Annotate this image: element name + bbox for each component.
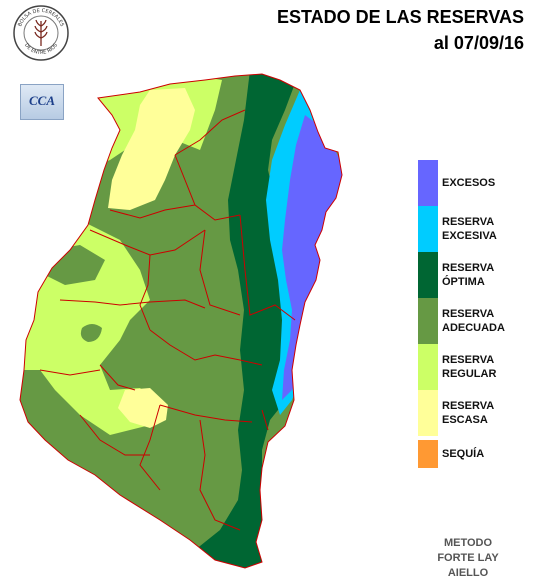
legend-label-reserva-excesiva: RESERVA EXCESIVA <box>442 215 497 243</box>
legend-swatch-reserva-adecuada <box>418 298 438 344</box>
legend-swatch-excesos <box>418 160 438 206</box>
legend-label-line: SEQUÍA <box>442 448 485 460</box>
zone-escasa <box>108 88 195 428</box>
legend-item-reserva-optima: RESERVA ÓPTIMA <box>418 252 528 298</box>
legend-item-reserva-regular: RESERVA REGULAR <box>418 344 528 390</box>
method-credit: METODO FORTE LAY AIELLO <box>420 536 516 581</box>
legend-label-line: RESERVA <box>442 216 495 228</box>
legend-label-line: EXCESOS <box>442 177 496 189</box>
map-title: ESTADO DE LAS RESERVAS al 07/09/16 <box>277 4 524 56</box>
title-date: al 07/09/16 <box>433 33 524 53</box>
entre-rios-reserves-map <box>19 73 343 569</box>
method-line-3: AIELLO <box>447 567 489 579</box>
legend-swatch-sequia <box>418 440 438 468</box>
department-boundaries <box>19 73 343 569</box>
cca-badge: CCA <box>20 84 64 120</box>
legend-label-reserva-regular: RESERVA REGULAR <box>442 353 496 381</box>
legend-item-reserva-escasa: RESERVA ESCASA <box>418 390 528 436</box>
title-line-1: ESTADO DE LAS RESERVAS <box>276 7 524 27</box>
wheat-icon <box>34 19 48 46</box>
legend-label-line: RESERVA <box>442 262 495 274</box>
legend-label-reserva-optima: RESERVA ÓPTIMA <box>442 261 494 289</box>
method-line-2: FORTE LAY <box>437 552 499 564</box>
legend-swatch-reserva-excesiva <box>418 206 438 252</box>
legend-label-excesos: EXCESOS <box>442 176 495 190</box>
legend-label-line: ESCASA <box>442 414 488 426</box>
legend-label-reserva-escasa: RESERVA ESCASA <box>442 399 494 427</box>
legend-label-reserva-adecuada: RESERVA ADECUADA <box>442 307 505 335</box>
legend-label-line: RESERVA <box>442 400 495 412</box>
legend-label-line: RESERVA <box>442 308 495 320</box>
legend-swatch-reserva-escasa <box>418 390 438 436</box>
legend-swatch-reserva-regular <box>418 344 438 390</box>
legend-label-line: REGULAR <box>442 368 497 380</box>
zone-adecuada-patch <box>45 245 105 342</box>
legend-item-reserva-adecuada: RESERVA ADECUADA <box>418 298 528 344</box>
legend: EXCESOS RESERVA EXCESIVA RESERVA ÓPTIMA … <box>418 160 528 472</box>
legend-item-excesos: EXCESOS <box>418 160 528 206</box>
cca-badge-label: CCA <box>28 93 55 108</box>
legend-swatch-reserva-optima <box>418 252 438 298</box>
bolsa-cereales-logo: BOLSA DE CEREALES DE ENTRE RIOS <box>13 5 69 61</box>
legend-label-line: RESERVA <box>442 354 495 366</box>
legend-item-reserva-excesiva: RESERVA EXCESIVA <box>418 206 528 252</box>
legend-label-line: ADECUADA <box>442 322 505 334</box>
legend-label-line: EXCESIVA <box>442 230 497 242</box>
legend-item-sequia: SEQUÍA <box>418 436 528 472</box>
method-line-1: METODO <box>443 537 493 549</box>
legend-label-sequia: SEQUÍA <box>442 447 484 461</box>
zone-excesos <box>282 115 342 400</box>
legend-label-line: ÓPTIMA <box>442 276 485 288</box>
